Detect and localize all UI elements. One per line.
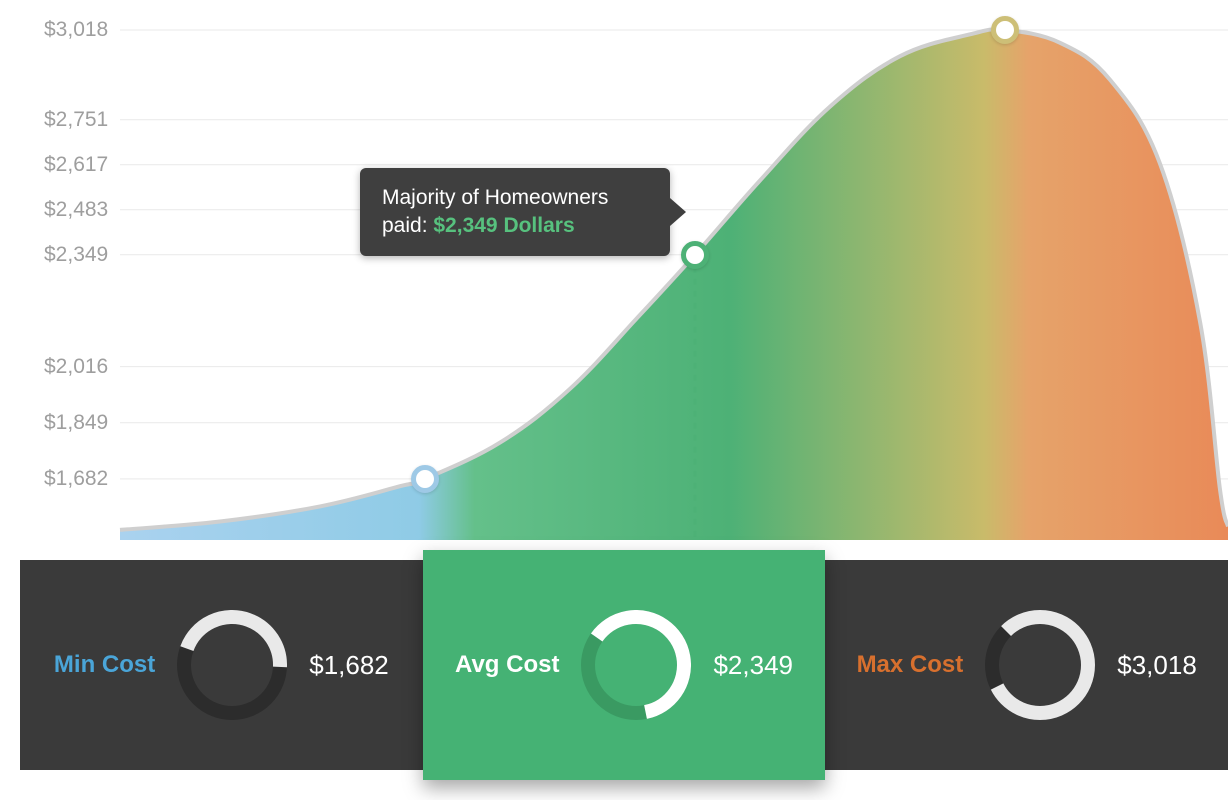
- avg-marker: [681, 241, 709, 269]
- min-cost-value: $1,682: [309, 650, 389, 681]
- cost-summary-cards: Min Cost $1,682 Avg Cost $2,349 Max Cost $3,0…: [20, 560, 1228, 790]
- min-cost-card: Min Cost $1,682: [20, 560, 423, 770]
- max-cost-label: Max Cost: [857, 651, 964, 679]
- y-axis-tick-label: $1,682: [0, 467, 100, 491]
- avg-cost-value: $2,349: [713, 650, 793, 681]
- y-axis-tick-label: $2,751: [0, 108, 100, 132]
- tooltip-line1: Majority of Homeowners: [382, 184, 648, 212]
- y-axis-tick-label: $2,349: [0, 243, 100, 267]
- tooltip-arrow-icon: [670, 198, 686, 226]
- y-axis-tick-label: $3,018: [0, 18, 100, 42]
- y-axis-tick-label: $2,617: [0, 153, 100, 177]
- y-axis-tick-label: $2,483: [0, 198, 100, 222]
- y-axis-tick-label: $2,016: [0, 355, 100, 379]
- chart-svg: [0, 0, 1228, 560]
- tooltip-line2: paid: $2,349 Dollars: [382, 212, 648, 240]
- min-donut-icon: [177, 610, 287, 720]
- avg-cost-card: Avg Cost $2,349: [423, 550, 826, 780]
- min-cost-label: Min Cost: [54, 651, 155, 679]
- max-donut-icon: [985, 610, 1095, 720]
- tooltip-amount: $2,349 Dollars: [433, 214, 574, 237]
- max-cost-value: $3,018: [1117, 650, 1197, 681]
- y-axis-tick-label: $1,849: [0, 411, 100, 435]
- max-cost-card: Max Cost $3,018: [825, 560, 1228, 770]
- max-marker: [991, 16, 1019, 44]
- chart-area: $3,018 $2,751 $2,617 $2,483 $2,349 $2,016 $1,8…: [0, 0, 1228, 560]
- avg-tooltip: Majority of Homeowners paid: $2,349 Doll…: [360, 168, 670, 257]
- tooltip-line2-prefix: paid:: [382, 214, 433, 237]
- avg-donut-icon: [581, 610, 691, 720]
- avg-cost-label: Avg Cost: [455, 651, 559, 679]
- cost-distribution-visualization: $3,018 $2,751 $2,617 $2,483 $2,349 $2,016 $1,8…: [0, 0, 1228, 800]
- min-marker: [411, 465, 439, 493]
